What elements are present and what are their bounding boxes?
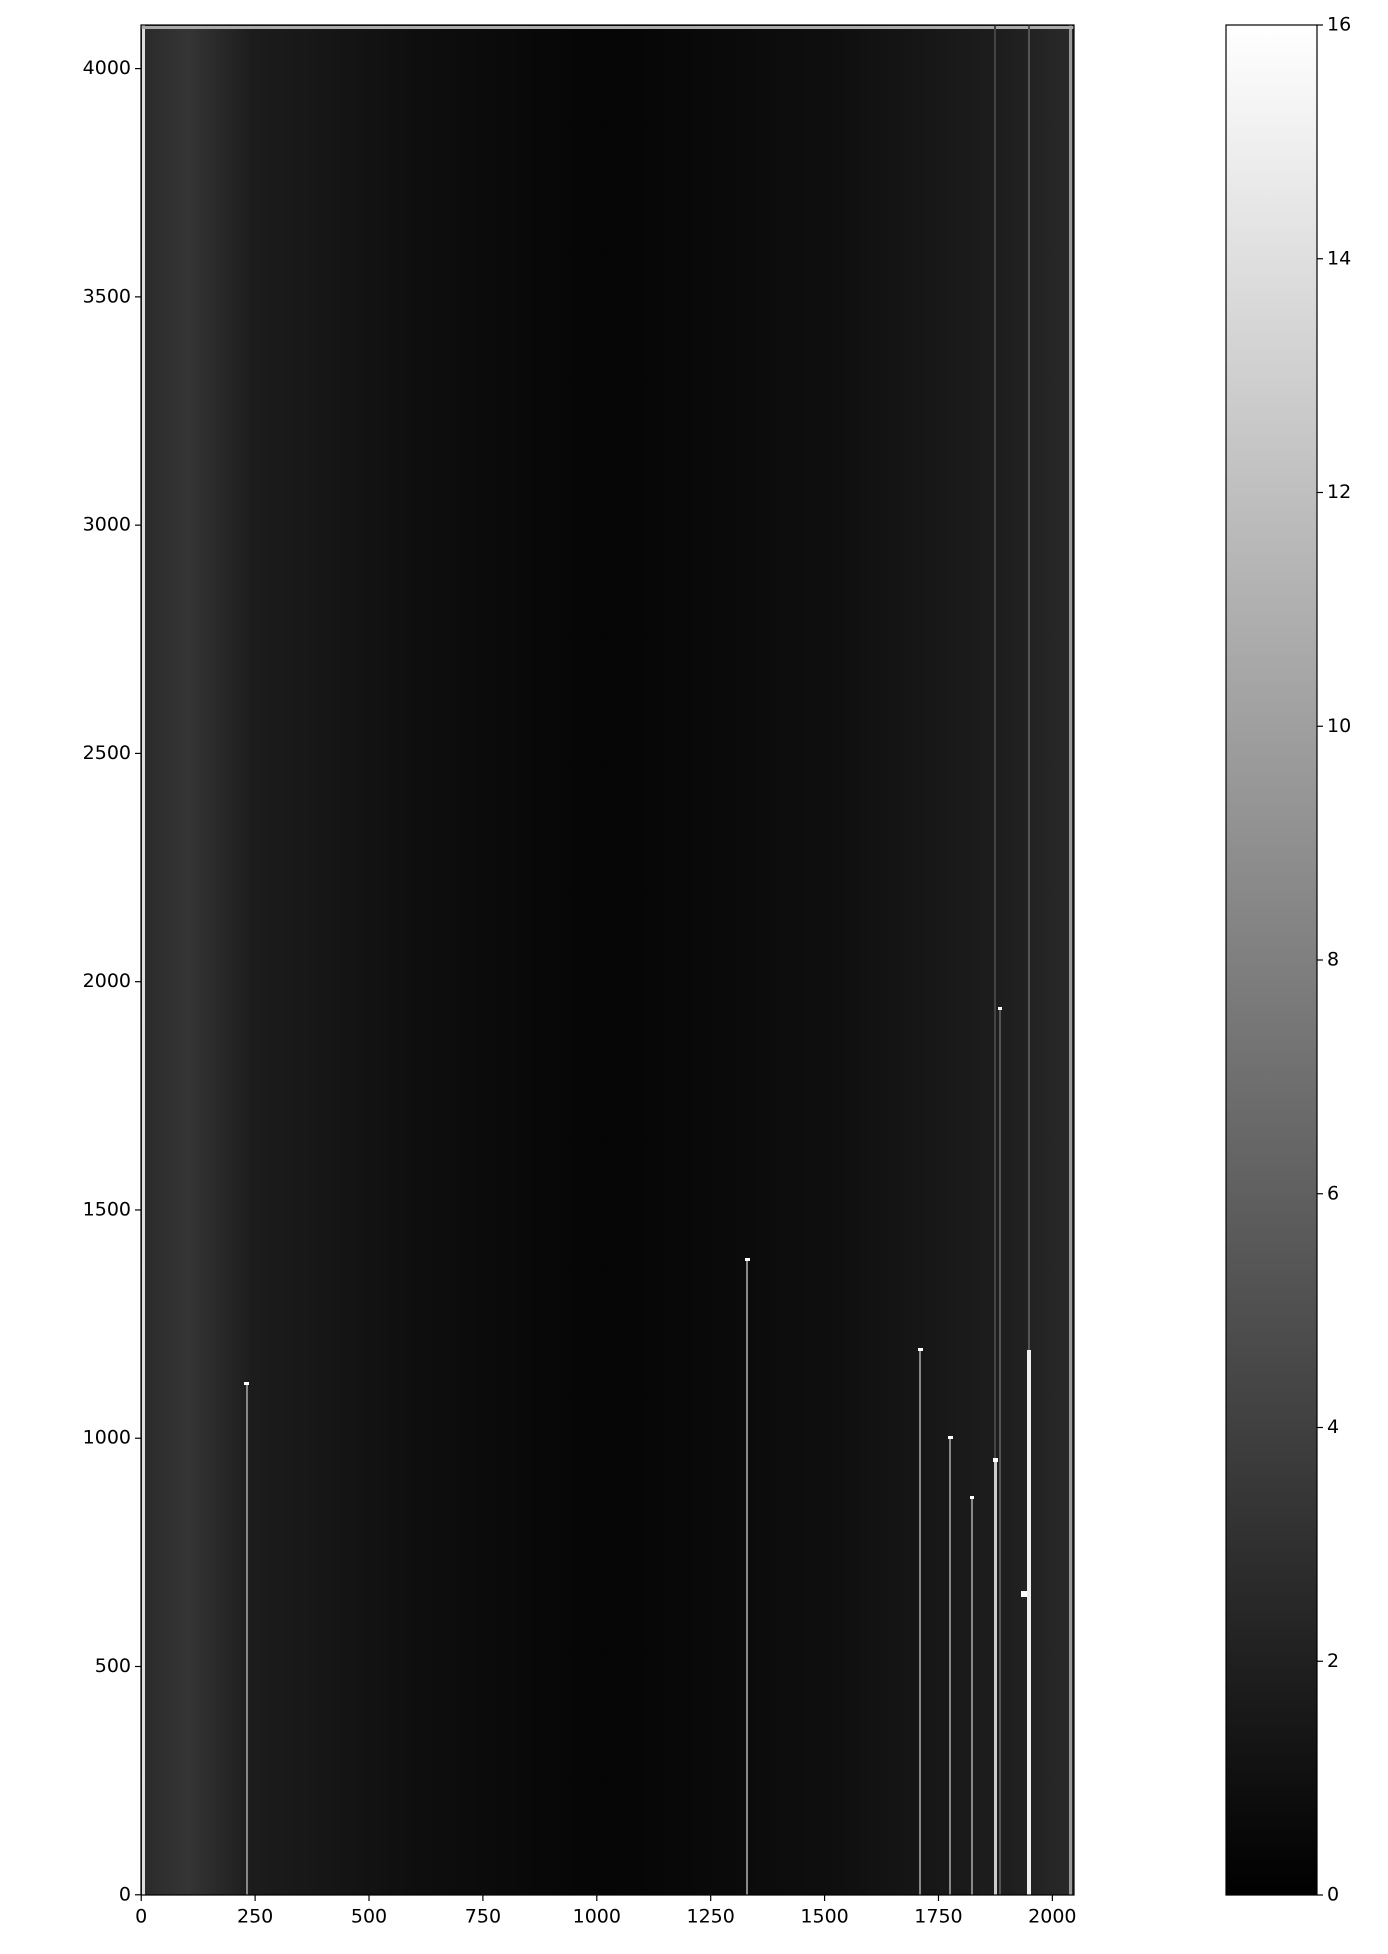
- figure: 0 250 500 750 1000 1250 1500 1750 2000 0 500 1000 15…: [0, 0, 1388, 1954]
- x-tick-label: 750: [465, 1906, 501, 1928]
- image: [141, 25, 1074, 1895]
- x-tick-label: 1250: [687, 1906, 735, 1928]
- x-tick-label: 500: [351, 1906, 387, 1928]
- y-tick-label: 4000: [83, 57, 131, 79]
- x-tick-label: 1750: [914, 1906, 962, 1928]
- y-tick-label: 1500: [83, 1198, 131, 1220]
- colorbar-tick-label: 2: [1327, 1650, 1339, 1672]
- colorbar: [1226, 25, 1317, 1895]
- x-tick-label: 1500: [800, 1906, 848, 1928]
- x-tick-label: 1000: [573, 1906, 621, 1928]
- x-tick-label: 0: [135, 1906, 147, 1928]
- colorbar-tick-label: 0: [1327, 1884, 1339, 1906]
- colorbar-tick-label: 10: [1327, 715, 1351, 737]
- y-tick-label: 500: [95, 1655, 131, 1677]
- colorbar-tick-label: 14: [1327, 247, 1351, 269]
- y-tick-label: 3500: [83, 285, 131, 307]
- x-tick-label: 2000: [1028, 1906, 1076, 1928]
- colorbar-tick-label: 6: [1327, 1182, 1339, 1204]
- colorbar-tick-label: 4: [1327, 1416, 1339, 1438]
- x-tick-label: 250: [237, 1906, 273, 1928]
- colorbar-tick-label: 8: [1327, 949, 1339, 971]
- y-tick-label: 1000: [83, 1427, 131, 1449]
- y-tick-label: 0: [119, 1883, 131, 1905]
- colorbar-tick-label: 16: [1327, 14, 1351, 36]
- colorbar-tick-label: 12: [1327, 481, 1351, 503]
- y-tick-label: 3000: [83, 514, 131, 536]
- y-tick-label: 2000: [83, 970, 131, 992]
- y-tick-label: 2500: [83, 742, 131, 764]
